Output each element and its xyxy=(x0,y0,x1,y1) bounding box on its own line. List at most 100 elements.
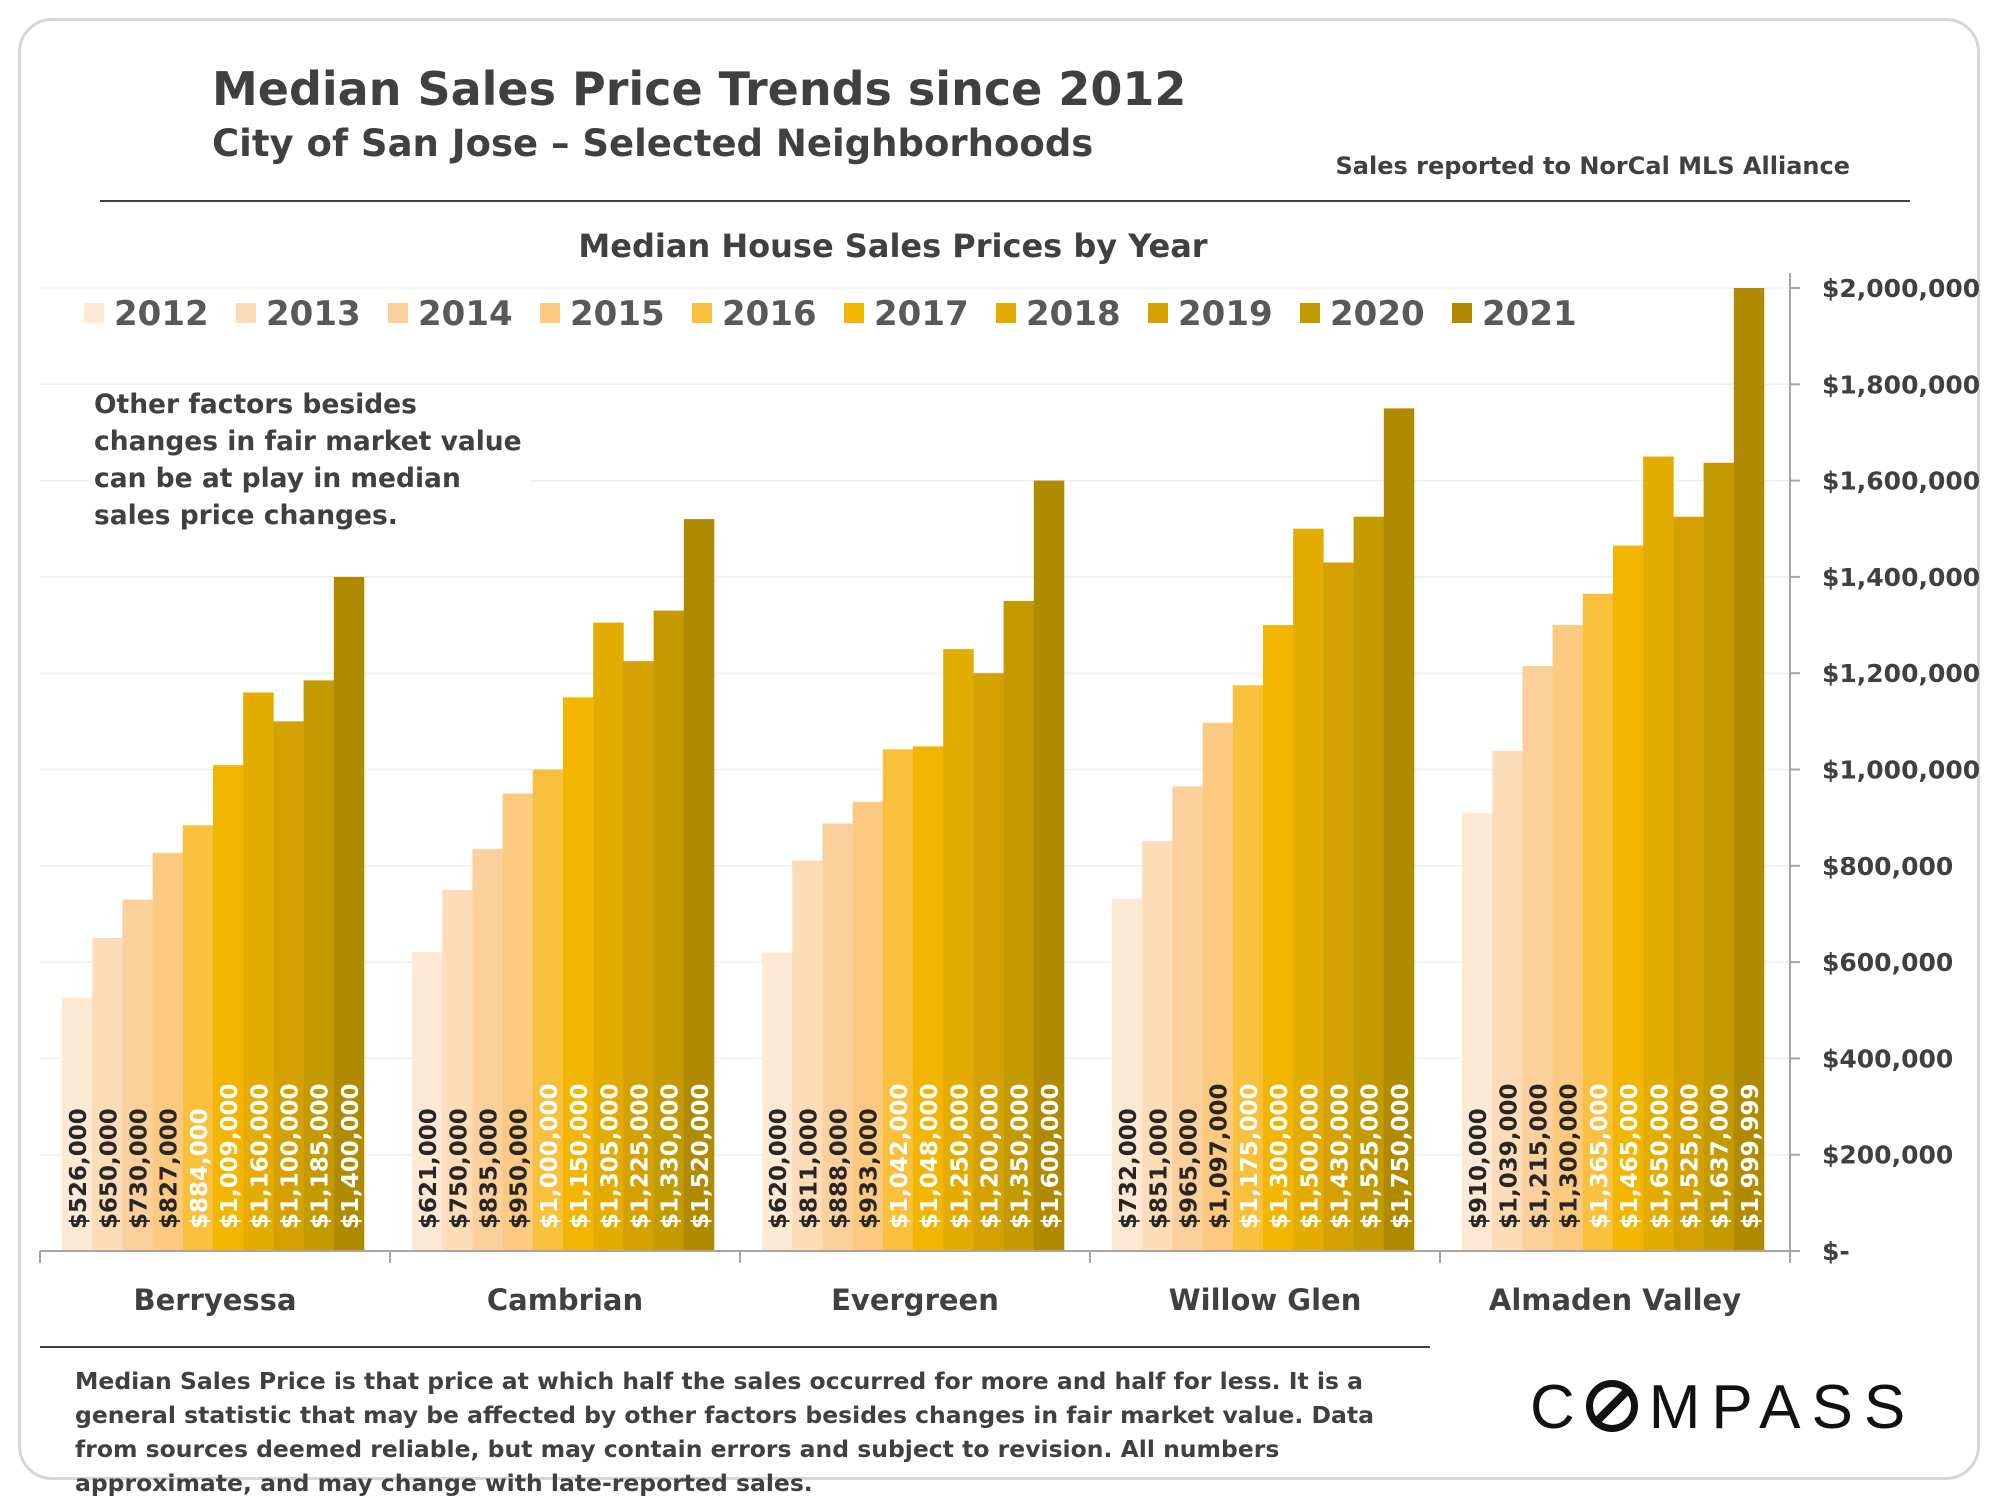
bar xyxy=(1003,600,1035,1251)
y-tick-label: $1,000,000 xyxy=(1822,756,1980,785)
category-label: Evergreen xyxy=(831,1283,999,1317)
bar xyxy=(152,852,184,1251)
data-label: $835,000 xyxy=(477,1108,503,1229)
bar xyxy=(1613,545,1644,1251)
category-label: Berryessa xyxy=(133,1283,296,1317)
data-label: $1,039,000 xyxy=(1496,1083,1522,1229)
legend-swatch xyxy=(540,303,560,323)
legend-label: 2013 xyxy=(266,294,361,334)
bar xyxy=(623,661,654,1251)
data-label: $950,000 xyxy=(507,1108,533,1229)
bar xyxy=(943,649,974,1251)
legend-swatch xyxy=(236,303,256,323)
bar xyxy=(333,576,365,1251)
category-label: Almaden Valley xyxy=(1489,1283,1741,1317)
data-label: $1,200,000 xyxy=(978,1083,1004,1229)
data-label: $730,000 xyxy=(127,1108,153,1229)
legend-label: 2016 xyxy=(722,294,817,334)
data-label: $1,330,000 xyxy=(658,1083,684,1229)
bar xyxy=(852,801,884,1251)
legend-label: 2015 xyxy=(570,294,665,334)
data-label: $1,225,000 xyxy=(628,1083,654,1229)
legend-swatch xyxy=(84,303,104,323)
legend-label: 2019 xyxy=(1178,294,1273,334)
data-label: $1,650,000 xyxy=(1647,1083,1673,1229)
category-label: Willow Glen xyxy=(1169,1283,1362,1317)
bar xyxy=(1383,408,1415,1251)
data-label: $1,525,000 xyxy=(1678,1083,1704,1229)
data-label: $851,000 xyxy=(1146,1108,1172,1229)
bar xyxy=(1172,786,1203,1251)
bar xyxy=(1733,288,1765,1251)
legend-label: 2021 xyxy=(1482,294,1577,334)
data-label: $750,000 xyxy=(446,1108,472,1229)
data-label: $1,097,000 xyxy=(1207,1083,1233,1229)
data-label: $965,000 xyxy=(1177,1108,1203,1229)
data-label: $1,300,000 xyxy=(1557,1083,1583,1229)
bar xyxy=(213,765,244,1251)
data-label: $1,300,000 xyxy=(1267,1083,1293,1229)
data-label: $1,999,999 xyxy=(1738,1083,1764,1229)
data-label: $884,000 xyxy=(187,1108,213,1229)
legend-swatch xyxy=(388,303,408,323)
bar xyxy=(243,692,274,1251)
data-label: $1,042,000 xyxy=(887,1083,913,1229)
data-label: $1,100,000 xyxy=(278,1083,304,1229)
bar xyxy=(62,997,93,1251)
bar xyxy=(913,746,944,1251)
bar-chart: Median House Sales Prices by Year $526,00… xyxy=(39,227,1980,1317)
bar xyxy=(303,680,335,1251)
bar xyxy=(1142,841,1173,1251)
bar xyxy=(1552,625,1584,1251)
bar xyxy=(1643,456,1674,1251)
bar xyxy=(502,793,534,1251)
bar xyxy=(1112,898,1143,1251)
data-label: $1,520,000 xyxy=(688,1083,714,1229)
bar xyxy=(683,519,715,1251)
y-tick-label: $1,800,000 xyxy=(1822,370,1980,399)
source-note: Sales reported to NorCal MLS Alliance xyxy=(1335,152,1851,180)
compass-o-icon xyxy=(1585,1380,1638,1432)
bar xyxy=(1293,528,1324,1251)
logo-text-end: MPASS xyxy=(1648,1373,1917,1442)
bar xyxy=(1323,562,1354,1251)
data-label: $1,350,000 xyxy=(1008,1083,1034,1229)
data-label: $888,000 xyxy=(827,1108,853,1229)
data-label: $1,160,000 xyxy=(247,1083,273,1229)
bar xyxy=(1202,722,1234,1251)
data-label: $1,500,000 xyxy=(1297,1083,1323,1229)
compass-logo: C MPASS xyxy=(1530,1372,1916,1443)
data-label: $811,000 xyxy=(796,1108,822,1229)
y-tick-label: $1,400,000 xyxy=(1822,563,1980,592)
y-tick-label: $800,000 xyxy=(1822,852,1953,881)
data-label: $827,000 xyxy=(157,1108,183,1229)
y-tick-label: $400,000 xyxy=(1822,1044,1953,1073)
data-label: $526,000 xyxy=(66,1108,92,1229)
data-label: $1,185,000 xyxy=(308,1083,334,1229)
legend-swatch xyxy=(1452,303,1472,323)
legend-label: 2017 xyxy=(874,294,969,334)
legend-label: 2012 xyxy=(114,294,209,334)
bar xyxy=(882,749,914,1251)
legend-label: 2018 xyxy=(1026,294,1121,334)
bar xyxy=(1353,516,1385,1251)
data-label: $1,400,000 xyxy=(338,1083,364,1229)
bar xyxy=(653,610,685,1251)
bar xyxy=(1232,685,1264,1251)
data-label: $1,009,000 xyxy=(217,1083,243,1229)
y-tick-label: $200,000 xyxy=(1822,1141,1953,1170)
header-divider xyxy=(100,200,1910,202)
bar xyxy=(1703,462,1735,1251)
y-tick-label: $1,200,000 xyxy=(1822,659,1980,688)
bar xyxy=(1263,625,1294,1251)
bar xyxy=(92,938,123,1251)
bar xyxy=(1522,665,1553,1251)
bar xyxy=(532,769,564,1251)
y-tick-label: $1,600,000 xyxy=(1822,467,1980,496)
legend-swatch xyxy=(844,303,864,323)
bar xyxy=(1033,480,1065,1252)
footnote: Median Sales Price is that price at whic… xyxy=(75,1367,1374,1497)
data-label: $732,000 xyxy=(1116,1108,1142,1229)
data-label: $621,000 xyxy=(416,1108,442,1229)
data-label: $1,175,000 xyxy=(1237,1083,1263,1229)
